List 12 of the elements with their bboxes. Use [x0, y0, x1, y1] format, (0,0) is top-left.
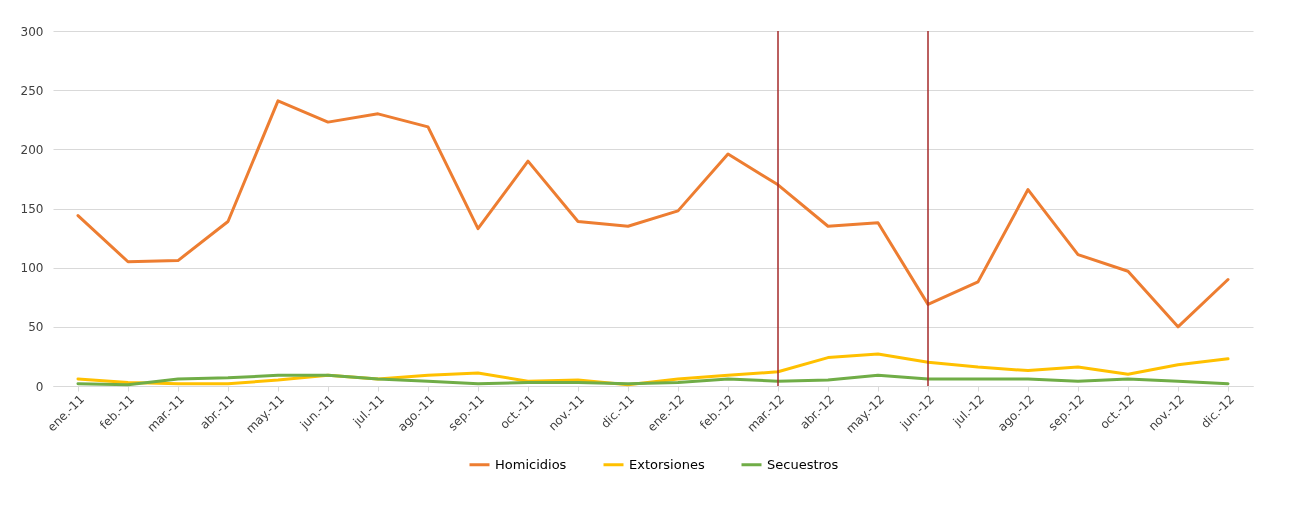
y-tick-label: 300 — [20, 24, 44, 39]
line-series — [76, 373, 1230, 387]
y-tick-label: 0 — [35, 379, 44, 394]
y-tick-label: 150 — [20, 202, 44, 216]
y-tick-label: 200 — [20, 142, 44, 157]
legend-label: Homicidios — [495, 456, 567, 472]
line-series — [76, 99, 1230, 329]
y-tick-label: 50 — [28, 320, 44, 335]
legend-label: Secuestros — [767, 456, 839, 472]
legend-label: Extorsiones — [629, 456, 705, 472]
y-tick-label: 100 — [20, 261, 44, 276]
y-tick-label: 250 — [20, 83, 44, 98]
